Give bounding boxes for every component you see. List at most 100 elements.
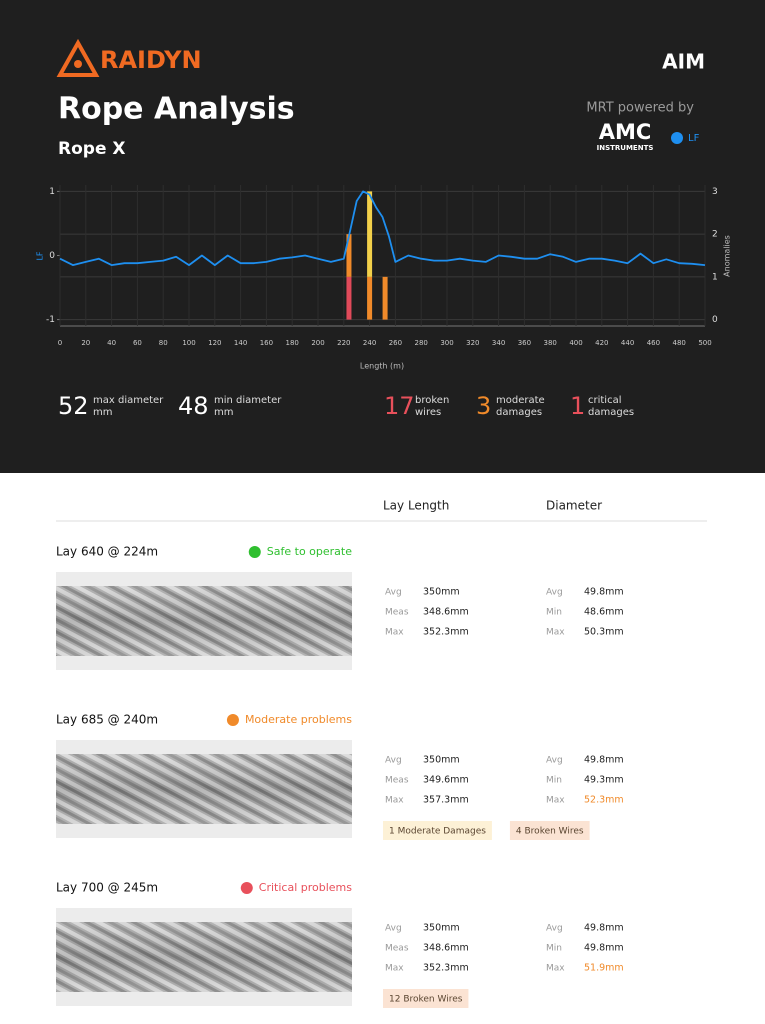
metric-value: 349.6mm <box>423 775 469 786</box>
status-dot <box>240 882 253 894</box>
stat-label: critical <box>588 395 622 406</box>
x-tick-label: 400 <box>569 339 582 347</box>
stat-value: 48 <box>178 392 209 420</box>
rope-image <box>56 740 352 838</box>
metric-label: Min <box>546 944 562 954</box>
y2-axis-label: Anomalies <box>723 235 732 277</box>
x-tick-label: 260 <box>389 339 402 347</box>
x-tick-label: 380 <box>544 339 557 347</box>
metric-value: 350mm <box>423 587 460 598</box>
lf-line <box>59 190 706 266</box>
metric-value: 352.3mm <box>423 627 469 638</box>
stat-value: 17 <box>384 392 415 420</box>
stat-label: mm <box>93 407 112 418</box>
metric-label: Max <box>385 628 404 638</box>
x-tick-label: 20 <box>81 339 90 347</box>
metric-label: Max <box>546 628 565 638</box>
metric-value: 350mm <box>423 923 460 934</box>
stat-label: moderate <box>496 395 545 406</box>
anomaly-bar <box>382 276 388 320</box>
y2-tick-label: 3 <box>712 187 718 197</box>
metric-value: 49.8mm <box>584 587 624 598</box>
x-tick-label: 40 <box>107 339 116 347</box>
metric-label: Avg <box>546 756 563 766</box>
metric-value: 357.3mm <box>423 795 469 806</box>
lay-status: Critical problems <box>259 881 352 894</box>
rope-image <box>56 572 352 670</box>
powered-by: MRT powered by <box>586 101 694 116</box>
anomaly-bar <box>346 276 352 320</box>
x-tick-label: 440 <box>621 339 634 347</box>
x-tick-label: 140 <box>234 339 247 347</box>
x-tick-label: 240 <box>363 339 376 347</box>
stat-label: damages <box>588 407 634 418</box>
status-dot <box>226 714 239 726</box>
metric-label: Min <box>546 776 562 786</box>
rope-shade <box>56 922 352 992</box>
metric-value: 50.3mm <box>584 627 624 638</box>
logo-icon <box>56 38 100 77</box>
y-tick-label: 1 <box>49 187 55 197</box>
anomaly-bar <box>367 191 373 277</box>
x-tick-label: 0 <box>58 339 62 347</box>
metric-value: 350mm <box>423 755 460 766</box>
issue-tag <box>509 821 590 840</box>
metric-value: 49.3mm <box>584 775 624 786</box>
y2-tick-label: 1 <box>712 272 718 282</box>
y-tick-label: 0 <box>49 251 55 261</box>
metric-label: Max <box>546 964 565 974</box>
issue-tag <box>383 821 492 840</box>
x-tick-label: 300 <box>440 339 453 347</box>
brand-logo: RAIDYN <box>56 38 202 77</box>
anomaly-bar <box>346 234 352 277</box>
column-header: Lay Length <box>383 499 449 513</box>
amc-sub: INSTRUMENTS <box>597 144 654 152</box>
x-tick-label: 420 <box>595 339 608 347</box>
stat-label: broken <box>415 395 449 406</box>
amc-logo: AMC <box>599 120 652 144</box>
x-tick-label: 100 <box>182 339 195 347</box>
brand-name: RAIDYN <box>100 46 202 74</box>
report-title: Rope Analysis <box>58 92 295 127</box>
metric-value: 48.6mm <box>584 607 624 618</box>
y-tick-label: -1 <box>46 315 55 325</box>
x-tick-label: 60 <box>133 339 142 347</box>
metric-value: 49.8mm <box>584 943 624 954</box>
metric-label: Meas <box>385 776 409 786</box>
metric-value: 52.3mm <box>584 795 624 806</box>
metric-value: 49.8mm <box>584 923 624 934</box>
metric-label: Avg <box>546 924 563 934</box>
metric-value: 348.6mm <box>423 943 469 954</box>
y-axis-label: LF <box>36 251 45 260</box>
status-dot <box>248 546 261 558</box>
metric-value: 352.3mm <box>423 963 469 974</box>
x-tick-label: 340 <box>492 339 505 347</box>
x-tick-label: 220 <box>337 339 350 347</box>
metric-label: Avg <box>385 924 402 934</box>
partner-logo: AIM <box>662 50 705 74</box>
x-tick-label: 180 <box>286 339 299 347</box>
metric-label: Avg <box>385 588 402 598</box>
metric-label: Avg <box>385 756 402 766</box>
rope-shade <box>56 754 352 824</box>
x-tick-label: 80 <box>159 339 168 347</box>
issue-tag-text: 1 Moderate Damages <box>389 827 486 837</box>
stat-label: damages <box>496 407 542 418</box>
y2-tick-label: 0 <box>712 315 718 325</box>
metric-label: Min <box>546 608 562 618</box>
legend-label: LF <box>688 133 700 144</box>
x-tick-label: 200 <box>311 339 324 347</box>
metric-label: Max <box>546 796 565 806</box>
metric-value: 348.6mm <box>423 607 469 618</box>
y2-tick-label: 2 <box>712 230 718 240</box>
lay-title: Lay 640 @ 224m <box>56 545 158 559</box>
x-tick-label: 360 <box>518 339 531 347</box>
issue-tag-text: 12 Broken Wires <box>389 995 463 1005</box>
x-tick-label: 120 <box>208 339 221 347</box>
stat-label: max diameter <box>93 395 164 406</box>
stat-value: 52 <box>58 392 89 420</box>
metric-label: Meas <box>385 944 409 954</box>
metric-label: Max <box>385 796 404 806</box>
